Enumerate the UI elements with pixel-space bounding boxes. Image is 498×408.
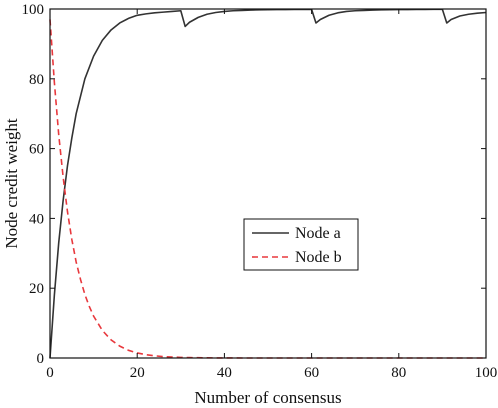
x-tick-label: 40 <box>217 365 232 381</box>
x-axis-title: Number of consensus <box>194 388 341 407</box>
legend-label-2: Node b <box>295 249 342 266</box>
x-tick-label: 60 <box>304 365 319 381</box>
axes-layer: 0 20 40 60 80 100 0 20 40 60 80 100 <box>22 2 498 381</box>
series-line-2 <box>49 19 486 359</box>
y-axis-title: Node credit weight <box>2 118 21 249</box>
legend-label-1: Node a <box>295 225 341 242</box>
series-line-1 <box>49 8 487 359</box>
y-tick-label: 0 <box>37 351 45 367</box>
legend-box <box>243 218 359 271</box>
y-tick-label: 80 <box>29 72 44 88</box>
y-tick-label: 100 <box>22 2 45 18</box>
series-layer <box>49 8 487 359</box>
x-tick-label: 100 <box>475 365 498 381</box>
x-tick-label: 20 <box>130 365 145 381</box>
x-tick-label: 0 <box>46 365 54 381</box>
y-tick-label: 40 <box>29 211 44 227</box>
legend: Node a Node b <box>243 218 359 271</box>
plot-frame <box>49 8 487 359</box>
x-tick-label: 80 <box>391 365 406 381</box>
y-tick-label: 20 <box>29 281 44 297</box>
y-tick-label: 60 <box>29 142 44 158</box>
